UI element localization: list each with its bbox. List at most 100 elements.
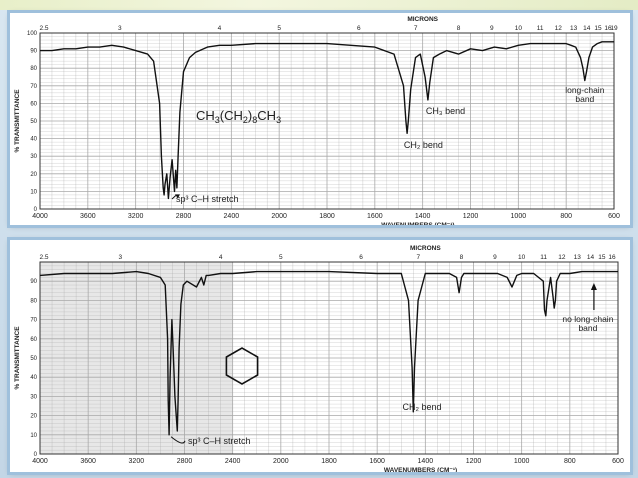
micron-tick-label: 11 bbox=[537, 25, 544, 32]
x-tick-label: 2400 bbox=[224, 213, 240, 220]
arrowhead bbox=[590, 283, 597, 290]
spectrum-trace bbox=[40, 41, 614, 200]
micron-tick-label: 4 bbox=[219, 254, 223, 261]
micron-tick-label: 14 bbox=[587, 254, 595, 261]
x-tick-label: 3200 bbox=[129, 458, 145, 465]
y-tick-label: 70 bbox=[30, 84, 37, 90]
formula-text: (CH bbox=[220, 108, 243, 123]
micron-tick-label: 14 bbox=[583, 25, 591, 32]
y-tick-label: 20 bbox=[30, 172, 37, 178]
micron-tick-label: 5 bbox=[279, 254, 283, 261]
y-tick-label: 100 bbox=[27, 31, 38, 37]
formula-text: CH bbox=[257, 108, 276, 123]
x-tick-label: 1400 bbox=[418, 458, 434, 465]
y-tick-label: 70 bbox=[30, 318, 37, 324]
annotation-sp3-ch-stretch: sp³ C–H stretch bbox=[188, 436, 251, 446]
y-tick-label: 30 bbox=[30, 394, 37, 400]
micron-tick-label: 7 bbox=[414, 25, 418, 32]
y-tick-label: 80 bbox=[30, 298, 37, 304]
x-tick-label: 2400 bbox=[225, 458, 241, 465]
micron-tick-label: 19 bbox=[610, 25, 618, 32]
spectrum-panel-cyclohexane: 4000 3600 3200 2800 2400 2000 1800 1600 1400 1200… bbox=[10, 240, 630, 472]
micron-tick-label: 4 bbox=[218, 25, 222, 32]
x-tick-label: 1800 bbox=[321, 458, 337, 465]
micron-tick-label: 6 bbox=[359, 254, 363, 261]
annotation-line: no long-chain bbox=[562, 314, 613, 324]
x-tick-label: 2800 bbox=[177, 458, 193, 465]
y-tick-label: 30 bbox=[30, 154, 37, 160]
micron-tick-label: 6 bbox=[357, 25, 361, 32]
micron-tick-label: 9 bbox=[493, 254, 497, 261]
micron-tick-label: 12 bbox=[558, 254, 566, 261]
y-tick-label: 0 bbox=[34, 452, 38, 458]
x-tick-label: 2000 bbox=[273, 458, 289, 465]
slide-top-bar bbox=[0, 0, 638, 10]
annotation-arrow bbox=[170, 436, 186, 444]
y-tick-label: 10 bbox=[30, 433, 37, 439]
x-tick-label: 3600 bbox=[80, 458, 96, 465]
arrowhead bbox=[174, 194, 180, 199]
micron-tick-label: 8 bbox=[460, 254, 464, 261]
x-tick-label: 1800 bbox=[319, 213, 335, 220]
y-axis-label: % TRANSMITTANCE bbox=[14, 326, 21, 390]
x-tick-label: 1400 bbox=[415, 213, 431, 220]
micron-tick-label: 11 bbox=[540, 254, 547, 261]
micron-tick-label: 13 bbox=[570, 25, 578, 32]
formula-subscript: 2 bbox=[243, 115, 248, 125]
micron-tick-label: 15 bbox=[594, 25, 602, 32]
micron-tick-label: 10 bbox=[515, 25, 523, 32]
plot-frame bbox=[39, 32, 615, 210]
y-tick-label: 40 bbox=[30, 137, 37, 143]
annotation-long-chain-band: long-chain band bbox=[565, 85, 604, 104]
x-tick-label: 2800 bbox=[176, 213, 192, 220]
micron-tick-label: 7 bbox=[417, 254, 421, 261]
y-tick-label: 20 bbox=[30, 414, 37, 420]
compound-formula: CH3(CH2)8CH3 bbox=[196, 108, 281, 125]
x-tick-label: 1600 bbox=[369, 458, 385, 465]
formula-text: ) bbox=[248, 108, 252, 123]
micron-tick-label: 10 bbox=[518, 254, 526, 261]
y-tick-label: 80 bbox=[30, 66, 37, 72]
micron-tick-label: 3 bbox=[119, 254, 123, 261]
y-tick-label: 40 bbox=[30, 375, 37, 381]
annotation-sp3-ch-stretch: sp³ C–H stretch bbox=[176, 194, 239, 204]
y-tick-label: 60 bbox=[30, 337, 37, 343]
y-tick-label: 50 bbox=[30, 119, 37, 125]
micron-tick-label: 15 bbox=[598, 254, 606, 261]
y-tick-label: 0 bbox=[34, 207, 38, 213]
micron-tick-label: 8 bbox=[457, 25, 461, 32]
annotation-line: band bbox=[578, 323, 597, 333]
micron-axis-label: MICRONS bbox=[410, 245, 441, 252]
micron-tick-label: 2.5 bbox=[39, 25, 48, 32]
x-tick-label: 1000 bbox=[514, 458, 530, 465]
micron-tick-label: 2.5 bbox=[39, 254, 48, 261]
annotation-line: band bbox=[575, 94, 594, 104]
micron-tick-label: 16 bbox=[608, 254, 616, 261]
x-tick-label: 800 bbox=[560, 213, 572, 220]
formula-subscript: 3 bbox=[276, 115, 281, 125]
micron-tick-label: 13 bbox=[574, 254, 582, 261]
y-axis-label: % TRANSMITTANCE bbox=[14, 89, 21, 153]
x-tick-label: 600 bbox=[608, 213, 620, 220]
x-tick-label: 1200 bbox=[466, 458, 482, 465]
x-tick-label: 1600 bbox=[367, 213, 383, 220]
spectrum-trace bbox=[39, 270, 618, 436]
micron-tick-label: 5 bbox=[277, 25, 281, 32]
x-axis-label: WAVENUMBERS (CM⁻¹) bbox=[384, 467, 457, 472]
y-tick-label: 60 bbox=[30, 101, 37, 107]
micron-tick-label: 16 bbox=[604, 25, 612, 32]
ir-spectrum-chart-cyclohexane: 4000 3600 3200 2800 2400 2000 1800 1600 1400 1200… bbox=[14, 245, 624, 472]
annotation-ch3-bend: CH₃ bend bbox=[426, 106, 465, 116]
x-tick-label: 3600 bbox=[80, 213, 96, 220]
ir-spectrum-chart-decane: 4000 3600 3200 2800 2400 2000 1800 1600 1400 1200… bbox=[14, 16, 620, 225]
y-tick-label: 10 bbox=[30, 189, 37, 195]
y-tick-label: 90 bbox=[30, 279, 37, 285]
micron-axis-label: MICRONS bbox=[407, 16, 438, 23]
x-tick-label: 3200 bbox=[128, 213, 144, 220]
x-tick-label: 2000 bbox=[271, 213, 287, 220]
x-tick-label: 4000 bbox=[32, 458, 48, 465]
y-tick-label: 50 bbox=[30, 356, 37, 362]
micron-tick-label: 3 bbox=[118, 25, 122, 32]
spectrum-panel-decane: 4000 3600 3200 2800 2400 2000 1800 1600 1400 1200… bbox=[10, 13, 630, 225]
x-axis-label: WAVENUMBERS (CM⁻¹) bbox=[381, 222, 454, 225]
